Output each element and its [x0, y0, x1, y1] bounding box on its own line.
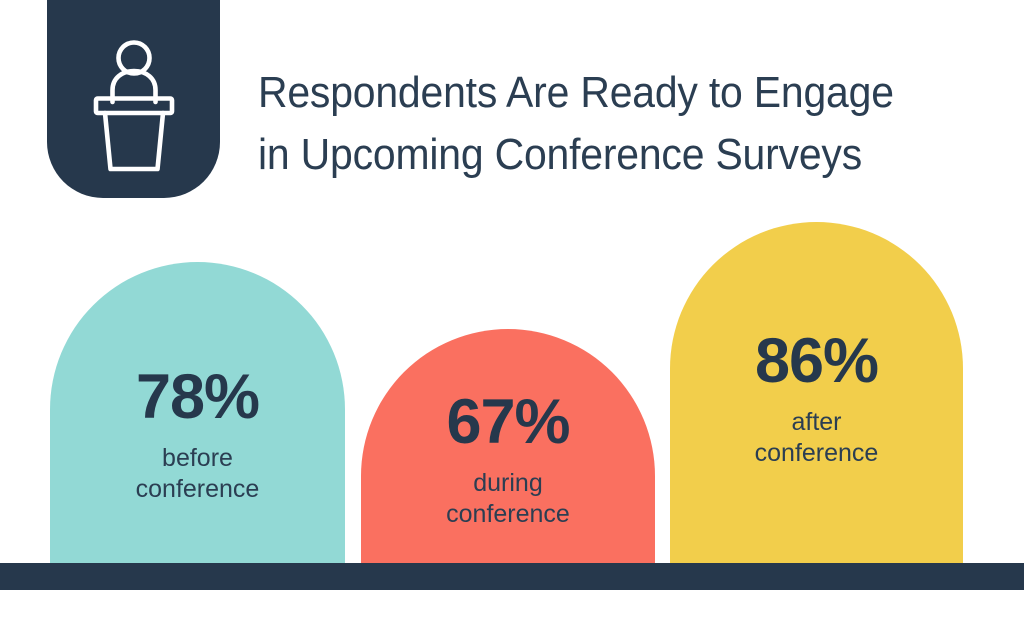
- bar-value-label: 78%: [135, 362, 260, 432]
- bar-caption-line-2: conference: [754, 439, 879, 467]
- bar-after-conference: 86% after conference: [670, 222, 963, 563]
- page-title: Respondents Are Ready to Engage in Upcom…: [258, 62, 988, 186]
- bar-category-label: before conference: [136, 443, 260, 505]
- bar-during-conference: 67% during conference: [361, 329, 655, 563]
- title-line-2: in Upcoming Conference Surveys: [258, 130, 862, 179]
- bar-caption-line-2: conference: [135, 475, 260, 503]
- podium-speaker-icon: [88, 40, 180, 172]
- bar-category-label: after conference: [755, 407, 879, 469]
- bar-caption-line-1: after: [791, 408, 842, 436]
- bar-value-label: 67%: [446, 387, 570, 457]
- bar-caption-line-1: during: [473, 469, 543, 497]
- icon-badge: [47, 0, 220, 198]
- bar-before-conference: 78% before conference: [50, 262, 345, 563]
- bar-category-label: during conference: [446, 468, 570, 530]
- title-line-1: Respondents Are Ready to Engage: [258, 68, 894, 117]
- bar-caption-line-1: before: [162, 444, 233, 472]
- chart-baseline: [0, 563, 1024, 590]
- bar-caption-line-2: conference: [446, 500, 570, 528]
- bar-value-label: 86%: [754, 326, 879, 396]
